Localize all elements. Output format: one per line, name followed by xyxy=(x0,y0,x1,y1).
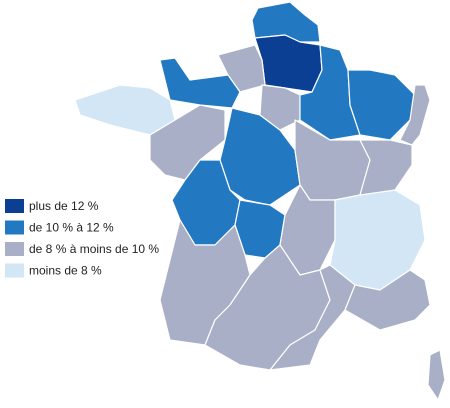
region xyxy=(427,349,446,401)
region xyxy=(251,1,321,43)
legend-label: de 8 % à moins de 10 % xyxy=(29,242,159,256)
legend-swatch xyxy=(5,199,24,213)
legend-swatch xyxy=(5,220,24,235)
region xyxy=(269,264,356,371)
region xyxy=(359,139,413,199)
legend-label: de 10 % à 12 % xyxy=(29,221,114,235)
legend-label: moins de 8 % xyxy=(29,264,102,278)
region xyxy=(159,57,241,109)
region xyxy=(344,269,431,331)
legend-swatch xyxy=(5,263,24,278)
legend-swatch xyxy=(5,242,24,256)
region xyxy=(74,84,176,136)
region xyxy=(149,104,226,181)
region xyxy=(399,84,431,146)
regions xyxy=(74,1,446,401)
legend: plus de 12 % de 10 % à 12 % de 8 % à moins… xyxy=(5,199,159,278)
legend-label: plus de 12 % xyxy=(29,199,99,213)
